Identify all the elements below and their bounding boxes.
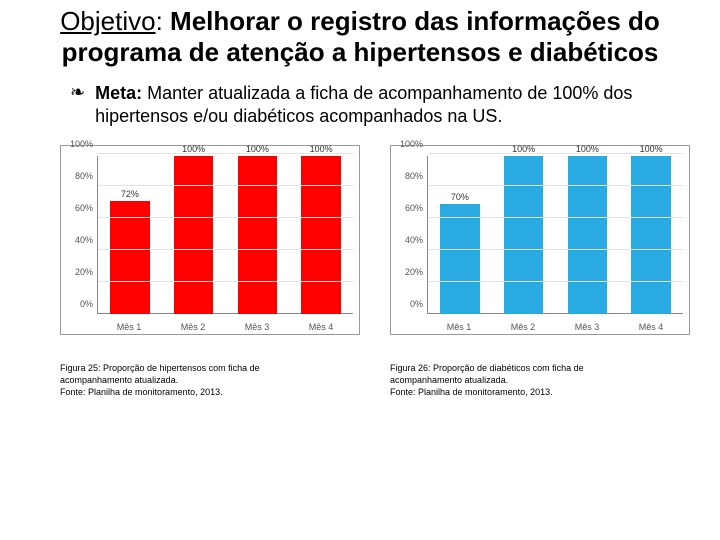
y-axis-right: 0%20%40%60%80%100% [391, 146, 427, 334]
x-axis-right: Mês 1Mês 2Mês 3Mês 4 [427, 322, 683, 332]
caption-line: acompanhamento atualizada. [390, 375, 680, 387]
y-tick: 40% [405, 235, 423, 245]
grid-line [98, 281, 353, 282]
grid-line [428, 185, 683, 186]
bar-value-label: 72% [121, 189, 139, 199]
y-tick: 60% [405, 203, 423, 213]
grid-line [98, 217, 353, 218]
grid-line [428, 153, 683, 154]
title-prefix: Objetivo [60, 6, 155, 36]
y-tick: 80% [405, 171, 423, 181]
y-tick: 60% [75, 203, 93, 213]
y-tick: 0% [80, 299, 93, 309]
caption-line: Figura 25: Proporção de hipertensos com … [60, 363, 350, 375]
bar-slot: 100% [492, 156, 556, 314]
bar-slot: 72% [98, 156, 162, 314]
caption-right: Figura 26: Proporção de diabéticos com f… [390, 353, 690, 398]
bar [504, 156, 544, 314]
bar [568, 156, 608, 314]
x-tick: Mês 4 [289, 322, 353, 332]
plot-right: 70%100%100%100% [427, 156, 683, 314]
grid-line [428, 217, 683, 218]
meta-body: Manter atualizada a ficha de acompanhame… [95, 83, 632, 126]
chart-left: 0%20%40%60%80%100% 72%100%100%100% Mês 1… [60, 145, 360, 335]
x-tick: Mês 4 [619, 322, 683, 332]
x-axis-left: Mês 1Mês 2Mês 3Mês 4 [97, 322, 353, 332]
bars-left: 72%100%100%100% [98, 156, 353, 314]
y-tick: 80% [75, 171, 93, 181]
chart-right: 0%20%40%60%80%100% 70%100%100%100% Mês 1… [390, 145, 690, 335]
bar [238, 156, 278, 314]
meta-block: ❧ Meta: Manter atualizada a ficha de aco… [0, 72, 720, 135]
chart-left-wrap: 0%20%40%60%80%100% 72%100%100%100% Mês 1… [60, 145, 360, 335]
bar-slot: 100% [162, 156, 226, 314]
y-axis-left: 0%20%40%60%80%100% [61, 146, 97, 334]
page-title: Objetivo: Melhorar o registro das inform… [0, 0, 720, 72]
bar [301, 156, 341, 314]
chart-right-wrap: 0%20%40%60%80%100% 70%100%100%100% Mês 1… [390, 145, 690, 335]
caption-left: Figura 25: Proporção de hipertensos com … [60, 353, 360, 398]
y-tick: 100% [400, 139, 423, 149]
bar-slot: 100% [619, 156, 683, 314]
x-tick: Mês 1 [427, 322, 491, 332]
plot-left: 72%100%100%100% [97, 156, 353, 314]
x-tick: Mês 3 [225, 322, 289, 332]
y-tick: 40% [75, 235, 93, 245]
caption-line: Fonte: Planilha de monitoramento, 2013. [390, 387, 680, 399]
grid-line [98, 153, 353, 154]
x-tick: Mês 1 [97, 322, 161, 332]
y-tick: 0% [410, 299, 423, 309]
grid-line [98, 249, 353, 250]
grid-line [428, 281, 683, 282]
grid-line [428, 249, 683, 250]
bar-slot: 100% [289, 156, 353, 314]
x-tick: Mês 2 [161, 322, 225, 332]
bar-slot: 100% [556, 156, 620, 314]
meta-text: Meta: Manter atualizada a ficha de acomp… [95, 82, 680, 127]
y-tick: 20% [405, 267, 423, 277]
bar [440, 204, 480, 315]
bar [631, 156, 671, 314]
x-tick: Mês 2 [491, 322, 555, 332]
charts-row: 0%20%40%60%80%100% 72%100%100%100% Mês 1… [0, 135, 720, 335]
caption-line: acompanhamento atualizada. [60, 375, 350, 387]
bar-value-label: 70% [451, 192, 469, 202]
bars-right: 70%100%100%100% [428, 156, 683, 314]
bullet-icon: ❧ [70, 82, 85, 104]
y-tick: 20% [75, 267, 93, 277]
captions-row: Figura 25: Proporção de hipertensos com … [0, 335, 720, 398]
bar [174, 156, 214, 314]
title-separator: : [156, 6, 170, 36]
caption-line: Fonte: Planilha de monitoramento, 2013. [60, 387, 350, 399]
x-tick: Mês 3 [555, 322, 619, 332]
bar-slot: 100% [226, 156, 290, 314]
meta-label: Meta: [95, 83, 147, 103]
bar-slot: 70% [428, 156, 492, 314]
caption-line: Figura 26: Proporção de diabéticos com f… [390, 363, 680, 375]
grid-line [98, 185, 353, 186]
y-tick: 100% [70, 139, 93, 149]
